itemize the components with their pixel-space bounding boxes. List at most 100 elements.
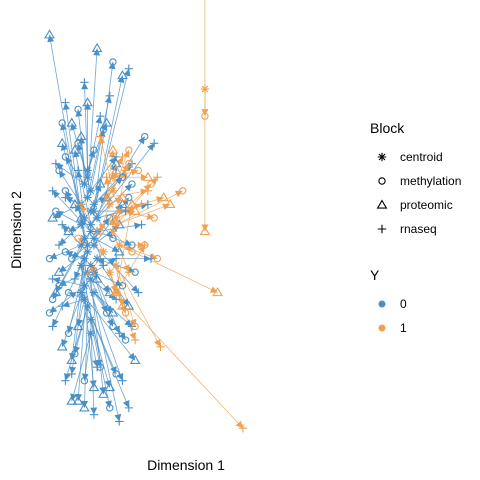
methylation-point	[179, 187, 187, 195]
methylation-point	[118, 173, 127, 181]
methylation-point	[64, 288, 73, 297]
arrow-head	[74, 271, 81, 279]
centroid-point	[80, 295, 89, 304]
sample-link	[90, 156, 117, 192]
proteomic-point	[107, 212, 119, 222]
proteomic-point	[123, 300, 135, 310]
arrow-head	[116, 156, 123, 165]
proteomic-point	[101, 117, 112, 127]
centroid-point	[83, 240, 92, 250]
rnaseq-point	[238, 424, 248, 433]
rnaseq-point	[118, 152, 127, 162]
proteomic-point	[72, 395, 84, 405]
sample-links	[49, 0, 244, 429]
sample-link	[90, 278, 114, 327]
centroid-point	[108, 173, 118, 182]
arrow-head	[60, 143, 68, 152]
centroid-point	[89, 288, 99, 297]
proteomic-point	[47, 212, 59, 222]
sample-link	[74, 150, 92, 225]
centroid-point	[86, 261, 95, 270]
sample-link	[115, 265, 161, 348]
centroid-point	[80, 234, 89, 243]
arrow-head	[150, 177, 158, 185]
arrow-head	[124, 239, 132, 246]
arrow-head	[124, 244, 132, 252]
proteomic-point	[199, 226, 211, 236]
arrow-head	[138, 136, 145, 145]
arrow-head	[72, 150, 80, 158]
methylation-point	[125, 159, 133, 168]
centroid-point	[111, 288, 121, 297]
methylation-point	[118, 282, 127, 290]
proteomic-point	[75, 131, 87, 141]
centroid-point	[89, 234, 99, 243]
centroid-point	[105, 268, 114, 277]
proteomic-point	[113, 246, 125, 256]
arrow-head	[49, 252, 58, 260]
arrow-head	[102, 217, 110, 226]
centroid-point	[200, 84, 210, 94]
methylation-point	[109, 322, 117, 331]
legend-block-title: Block	[370, 120, 405, 136]
arrow-head	[71, 251, 80, 259]
arrow-head	[75, 109, 83, 117]
proteomic-point	[117, 300, 128, 310]
arrow-head	[123, 264, 130, 273]
x-axis-label: Dimension 1	[147, 457, 225, 473]
proteomic-point	[63, 226, 74, 236]
arrow-head	[81, 373, 89, 381]
methylation-point	[58, 119, 66, 127]
rnaseq-point	[77, 200, 86, 209]
arrow-head	[68, 292, 77, 299]
sample-link	[87, 95, 111, 198]
rnaseq-point	[137, 220, 146, 229]
rnaseq-point	[96, 111, 105, 121]
arrow-head	[129, 318, 137, 327]
methylation-point	[140, 241, 149, 249]
methylation-point	[128, 180, 136, 188]
rnaseq-point	[51, 159, 61, 168]
centroid-point	[83, 166, 92, 175]
arrow-head	[73, 345, 81, 354]
legend-proteomic-icon	[376, 199, 388, 209]
arrow-head	[134, 222, 142, 230]
rnaseq-point	[48, 186, 57, 195]
arrow-head	[121, 197, 129, 206]
arrow-head	[110, 366, 117, 374]
proteomic-point	[66, 395, 78, 405]
proteomic-point	[56, 341, 68, 351]
methylation-point	[121, 309, 130, 317]
arrow-head	[114, 413, 122, 422]
centroid-point	[80, 254, 89, 263]
sample-link	[90, 319, 111, 388]
rnaseq-point	[48, 274, 57, 284]
rnaseq-point	[124, 64, 134, 73]
proteomic-point	[85, 266, 97, 276]
proteomic-point	[50, 287, 62, 297]
proteomic-point	[104, 382, 116, 392]
methylation-point	[61, 248, 70, 256]
methylation-point	[64, 329, 73, 337]
rnaseq-point	[115, 417, 124, 426]
proteomic-point	[66, 354, 78, 365]
rnaseq-point	[143, 186, 153, 195]
methylation-point	[131, 322, 139, 331]
centroid-point	[86, 220, 95, 229]
sample-link	[80, 265, 123, 381]
sample-link	[90, 278, 104, 395]
rnaseq-point	[121, 166, 130, 175]
proteomic-point	[126, 198, 138, 209]
sample-link	[115, 292, 244, 429]
rnaseq-point	[92, 362, 102, 372]
sample-link	[84, 306, 88, 408]
arrow-head	[65, 197, 74, 204]
arrow-head	[59, 279, 67, 286]
proteomic-point	[79, 402, 90, 412]
arrow-head	[116, 372, 124, 381]
arrow-head	[140, 188, 148, 196]
sample-link	[119, 244, 218, 293]
legend-block: Block centroid methylation proteomic rnaseq	[370, 120, 461, 236]
rnaseq-point	[156, 342, 165, 352]
